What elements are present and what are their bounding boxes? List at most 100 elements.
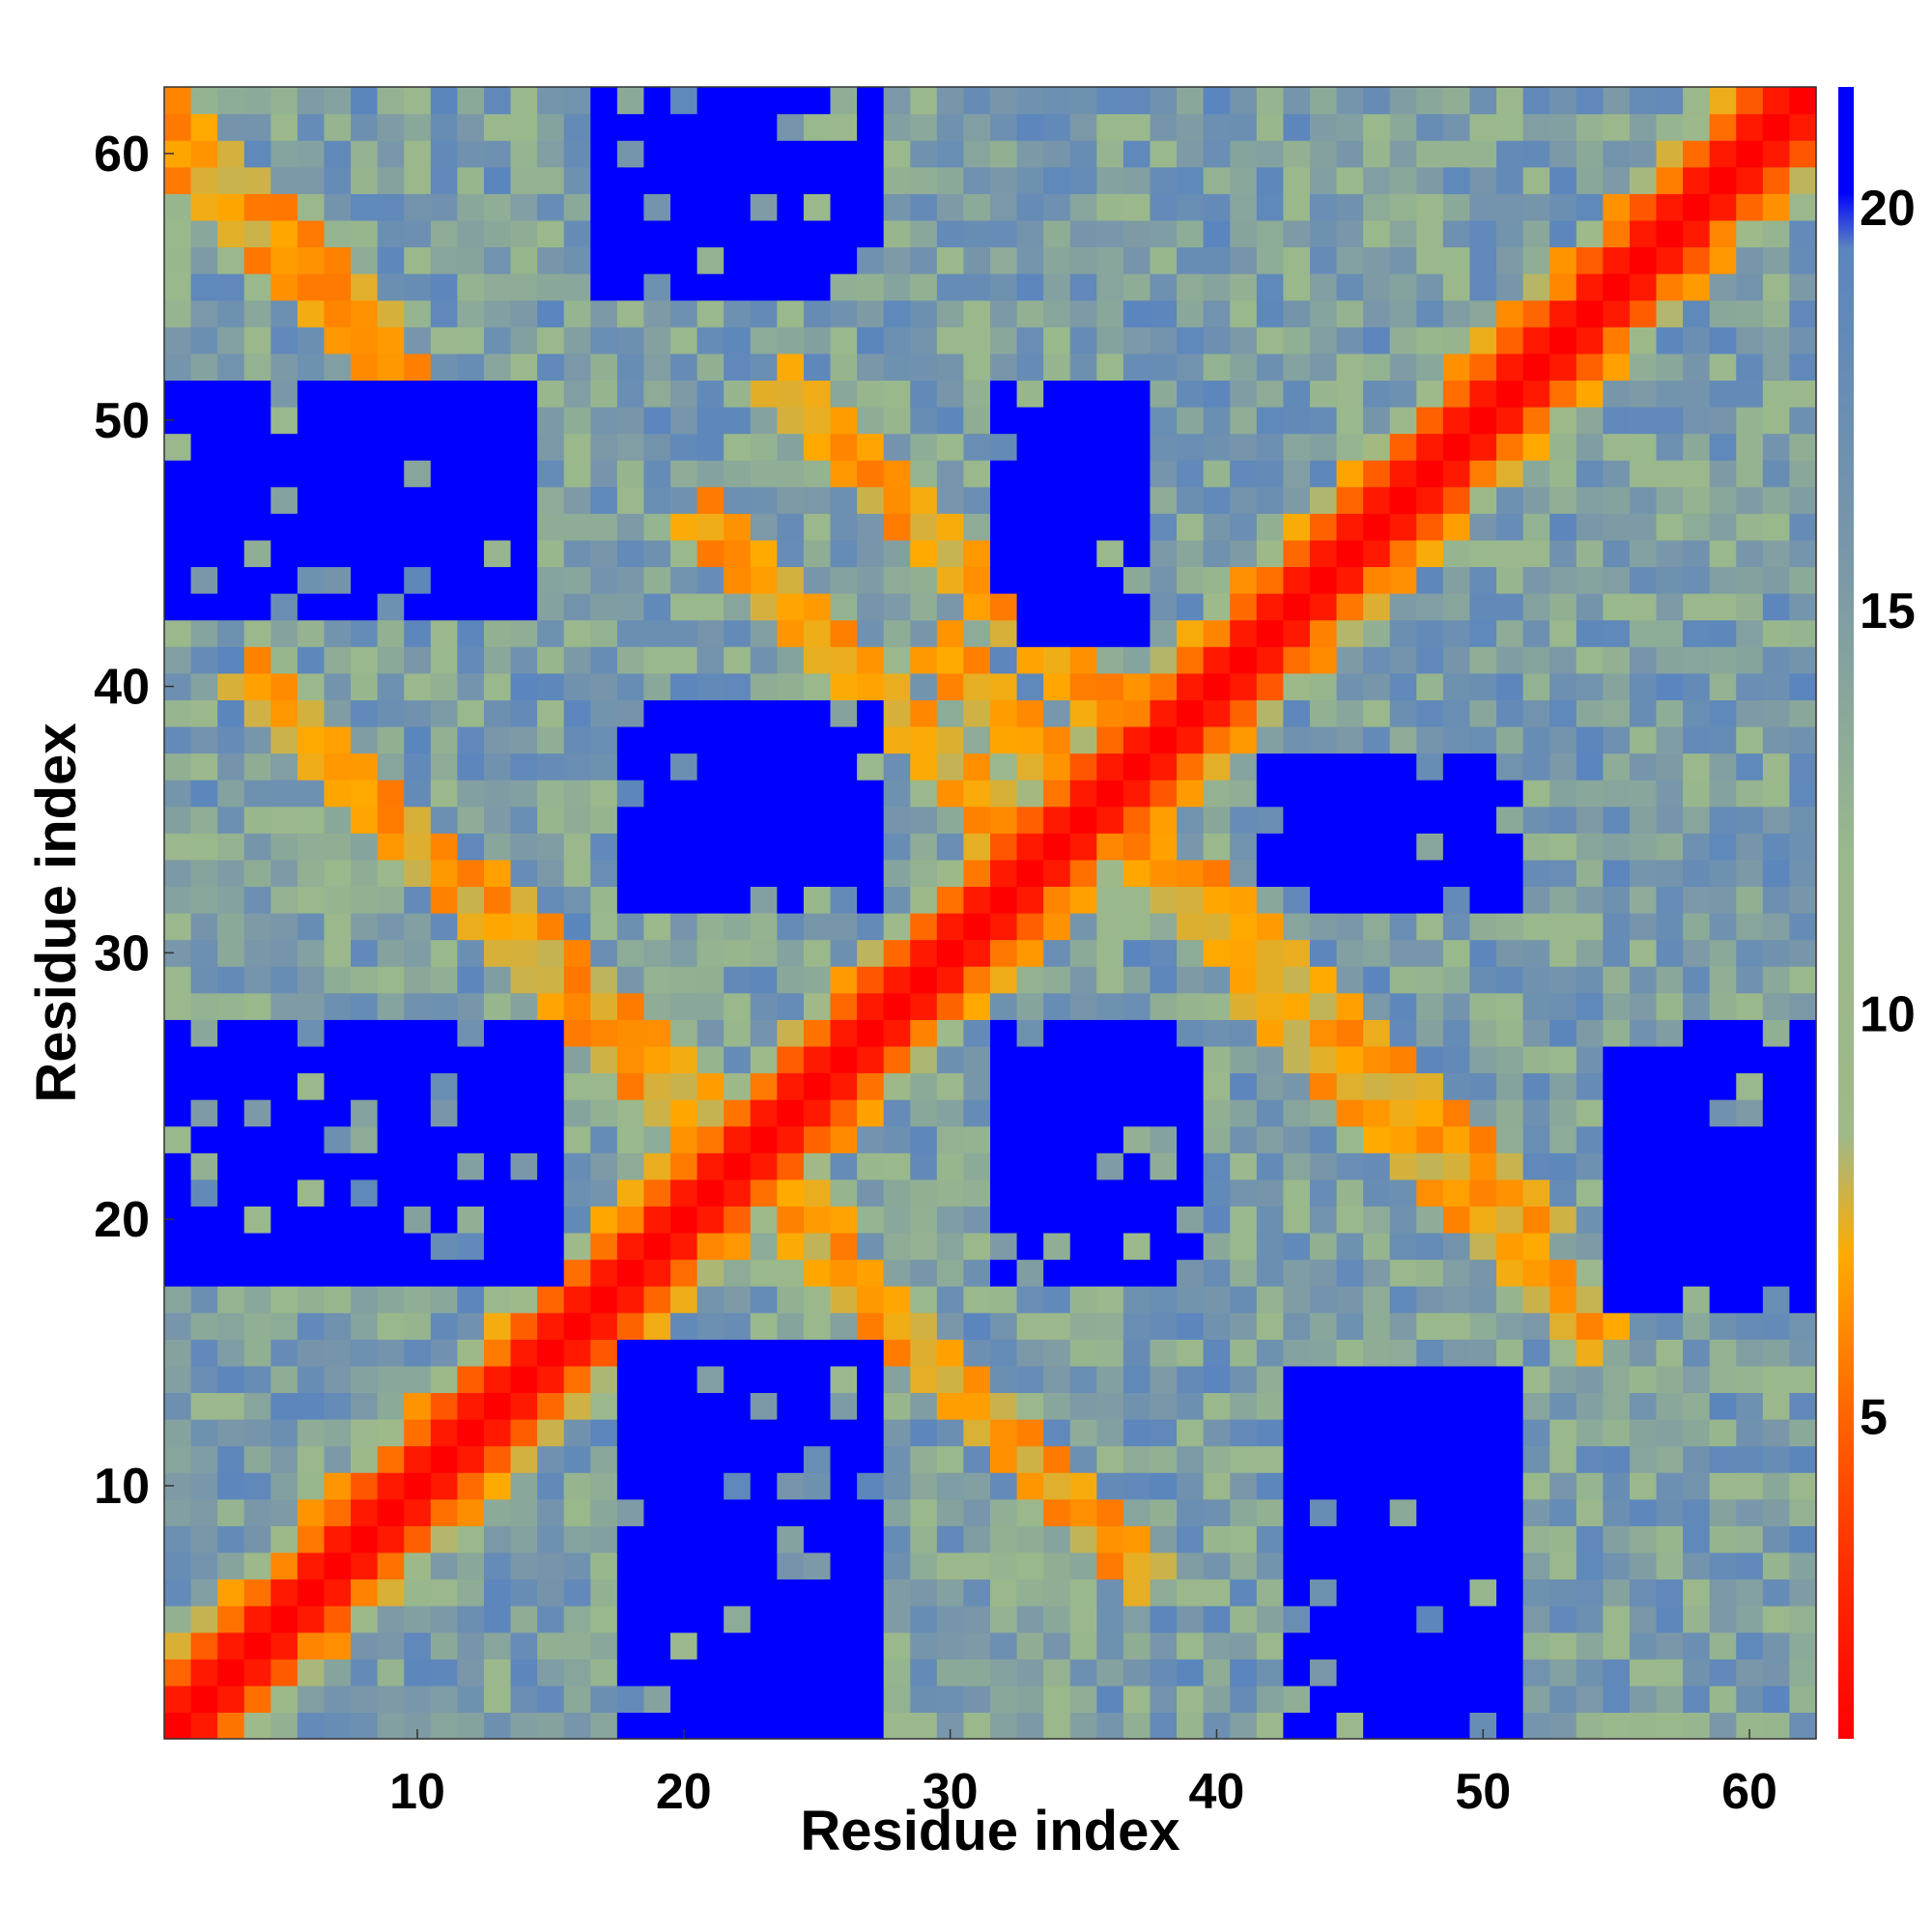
heatmap-cell [217,1045,245,1074]
heatmap-cell [1122,992,1151,1020]
heatmap-cell [1150,780,1178,808]
heatmap-cell [537,1605,565,1634]
heatmap-cell [1177,833,1205,861]
heatmap-cell [1122,939,1151,967]
heatmap-cell [1177,699,1205,727]
heatmap-cell [270,1259,298,1287]
heatmap-cell [1629,406,1658,435]
heatmap-cell [910,1419,938,1447]
heatmap-cell [351,1339,379,1367]
heatmap-cell [616,913,645,941]
heatmap-cell [670,859,698,888]
heatmap-cell [1656,1152,1684,1180]
heatmap-cell [377,460,405,488]
heatmap-cell [1283,833,1311,861]
heatmap-cell [670,1232,698,1261]
heatmap-cell [270,806,298,834]
heatmap-cell [1043,646,1071,674]
heatmap-cell [1576,193,1604,221]
heatmap-cell [910,1259,938,1287]
heatmap-cell [1230,539,1258,568]
heatmap-cell [1416,1339,1444,1367]
heatmap-cell [243,193,271,221]
heatmap-cell [1416,886,1444,914]
heatmap-cell [803,806,832,834]
heatmap-cell [1709,1472,1737,1500]
heatmap-cell [803,1152,832,1180]
heatmap-cell [1576,433,1604,461]
heatmap-cell [1122,113,1151,141]
heatmap-cell [563,780,591,808]
heatmap-cell [830,1472,858,1500]
heatmap-cell [1656,699,1684,727]
heatmap-cell [1336,246,1364,274]
heatmap-cell [1656,380,1684,408]
heatmap-cell [1096,1712,1124,1740]
heatmap-cell [1656,87,1684,115]
heatmap-cell [1442,619,1471,647]
heatmap-cell [537,1206,565,1234]
heatmap-cell [1549,113,1577,141]
heatmap-cell [1736,1472,1764,1500]
heatmap-cell [1203,486,1231,514]
heatmap-cell [1177,886,1205,914]
heatmap-cell [1629,939,1658,967]
heatmap-cell [1122,1099,1151,1127]
heatmap-cell [1069,380,1097,408]
heatmap-cell [910,1525,938,1553]
heatmap-cell [1256,380,1284,408]
heatmap-cell [1122,1286,1151,1314]
heatmap-cell [377,992,405,1020]
heatmap-cell [430,1019,458,1047]
heatmap-cell [1629,1206,1658,1234]
heatmap-cell [1203,113,1231,141]
heatmap-cell [857,193,885,221]
heatmap-cell [483,539,512,568]
heatmap-cell [243,406,271,435]
heatmap-cell [590,1072,618,1100]
heatmap-cell [1363,859,1391,888]
heatmap-cell [297,1286,326,1314]
heatmap-cell [510,806,538,834]
heatmap-cell [803,1525,832,1553]
heatmap-cell [883,486,911,514]
heatmap-cell [537,1525,565,1553]
heatmap-cell [1522,833,1550,861]
heatmap-cell [643,913,671,941]
heatmap-cell [1122,780,1151,808]
heatmap-cell [857,113,885,141]
heatmap-cell [936,1365,965,1394]
heatmap-cell [910,699,938,727]
heatmap-cell [670,219,698,248]
heatmap-cell [1522,806,1550,834]
heatmap-cell [1283,1125,1311,1153]
heatmap-cell [377,725,405,754]
heatmap-cell [830,1498,858,1526]
heatmap-cell [1043,1419,1071,1447]
heatmap-cell [1683,1392,1711,1420]
heatmap-cell [217,1099,245,1127]
heatmap-cell [1122,1312,1151,1340]
heatmap-cell [1603,566,1631,594]
heatmap-cell [164,1632,192,1660]
heatmap-cell [857,406,885,435]
heatmap-cell [563,886,591,914]
heatmap-cell [883,1125,911,1153]
heatmap-cell [510,1472,538,1500]
heatmap-cell [1549,1419,1577,1447]
heatmap-cell [963,699,991,727]
heatmap-cell [830,859,858,888]
heatmap-cell [537,460,565,488]
heatmap-cell [857,273,885,301]
heatmap-cell [297,780,326,808]
heatmap-cell [1496,1632,1524,1660]
heatmap-cell [1389,1472,1417,1500]
heatmap-cell [724,1498,752,1526]
heatmap-cell [1309,299,1338,327]
heatmap-cell [1230,1019,1258,1047]
heatmap-cell [750,566,778,594]
heatmap-cell [1416,1072,1444,1100]
heatmap-cell [1549,806,1577,834]
heatmap-cell [563,1125,591,1153]
heatmap-cell [1603,646,1631,674]
